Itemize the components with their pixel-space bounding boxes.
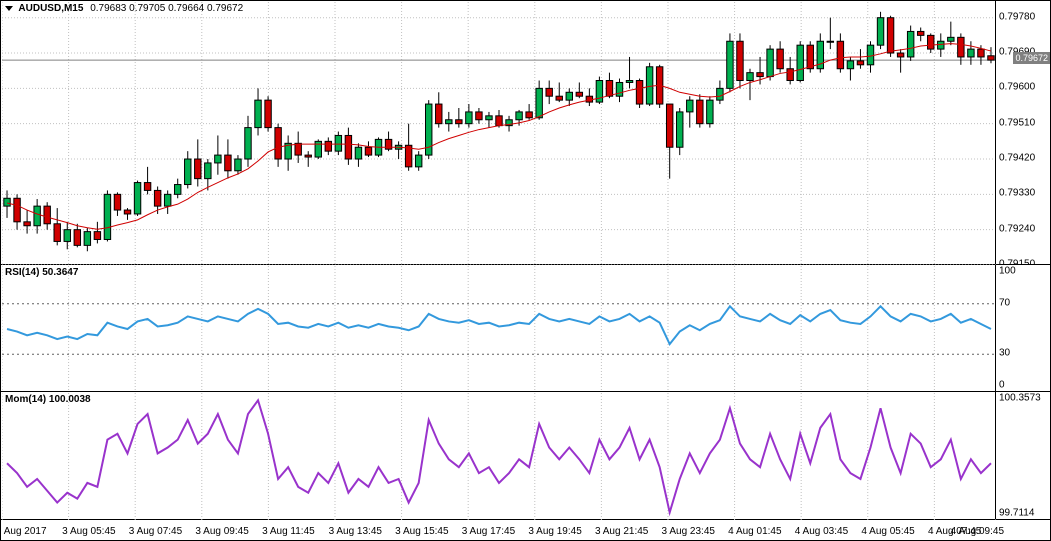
x-axis: 3 Aug 2017 3 Aug 05:45 3 Aug 07:45 3 Aug 09… [2,518,996,540]
rsi-plot-area[interactable] [2,266,994,391]
symbol-text: AUDUSD,M15 [18,3,83,14]
rsi-label: RSI(14) 50.3647 [5,267,78,278]
x-tick: 3 Aug 23:45 [662,526,715,537]
price-y-tick: 0.79510 [999,117,1035,128]
mom-y-tick: 99.7114 [999,508,1034,519]
price-y-axis: 0.79672 0.791500.792400.793300.794200.79… [995,1,1050,264]
mom-plot-area[interactable] [2,393,994,519]
x-tick: 4 Aug 03:45 [795,526,848,537]
x-tick: 4 Aug 01:45 [728,526,781,537]
x-tick: 3 Aug 19:45 [528,526,581,537]
price-plot-area[interactable] [2,2,994,264]
mom-y-tick: 100.3573 [999,393,1041,404]
price-y-tick: 0.79420 [999,153,1035,164]
rsi-y-tick: 100 [999,266,1016,277]
dropdown-icon[interactable] [5,6,13,11]
price-y-tick: 0.79240 [999,223,1035,234]
symbol-label: AUDUSD,M15 0.79683 0.79705 0.79664 0.796… [5,3,243,14]
x-tick: 3 Aug 21:45 [595,526,648,537]
x-tick: 3 Aug 09:45 [195,526,248,537]
price-y-tick: 0.79330 [999,188,1035,199]
price-panel[interactable]: AUDUSD,M15 0.79683 0.79705 0.79664 0.796… [1,1,1050,265]
price-y-tick: 0.79600 [999,82,1035,93]
x-tick: 3 Aug 11:45 [262,526,315,537]
x-tick: 3 Aug 07:45 [129,526,182,537]
rsi-y-tick: 70 [999,297,1010,308]
x-tick: 3 Aug 05:45 [62,526,115,537]
rsi-y-tick: 30 [999,348,1010,359]
x-tick: 4 Aug 05:45 [861,526,914,537]
x-tick: 3 Aug 17:45 [462,526,515,537]
mom-y-axis: 99.7114 100.3573 [995,392,1050,519]
rsi-y-axis: 0 30 70 100 [995,265,1050,391]
x-tick: 3 Aug 2017 [0,526,47,537]
mom-panel[interactable]: Mom(14) 100.0038 99.7114 100.3573 [1,392,1050,520]
x-tick: 4 Aug 09:45 [951,526,1004,537]
x-tick: 3 Aug 15:45 [395,526,448,537]
current-price-marker: 0.79672 [1013,52,1050,64]
chart-container: AUDUSD,M15 0.79683 0.79705 0.79664 0.796… [0,0,1051,541]
ohlc-text: 0.79683 0.79705 0.79664 0.79672 [90,3,243,14]
mom-label: Mom(14) 100.0038 [5,394,91,405]
rsi-y-tick: 0 [999,380,1005,391]
x-tick: 3 Aug 13:45 [329,526,382,537]
price-y-tick: 0.79780 [999,11,1035,22]
rsi-panel[interactable]: RSI(14) 50.3647 0 30 70 100 [1,265,1050,392]
